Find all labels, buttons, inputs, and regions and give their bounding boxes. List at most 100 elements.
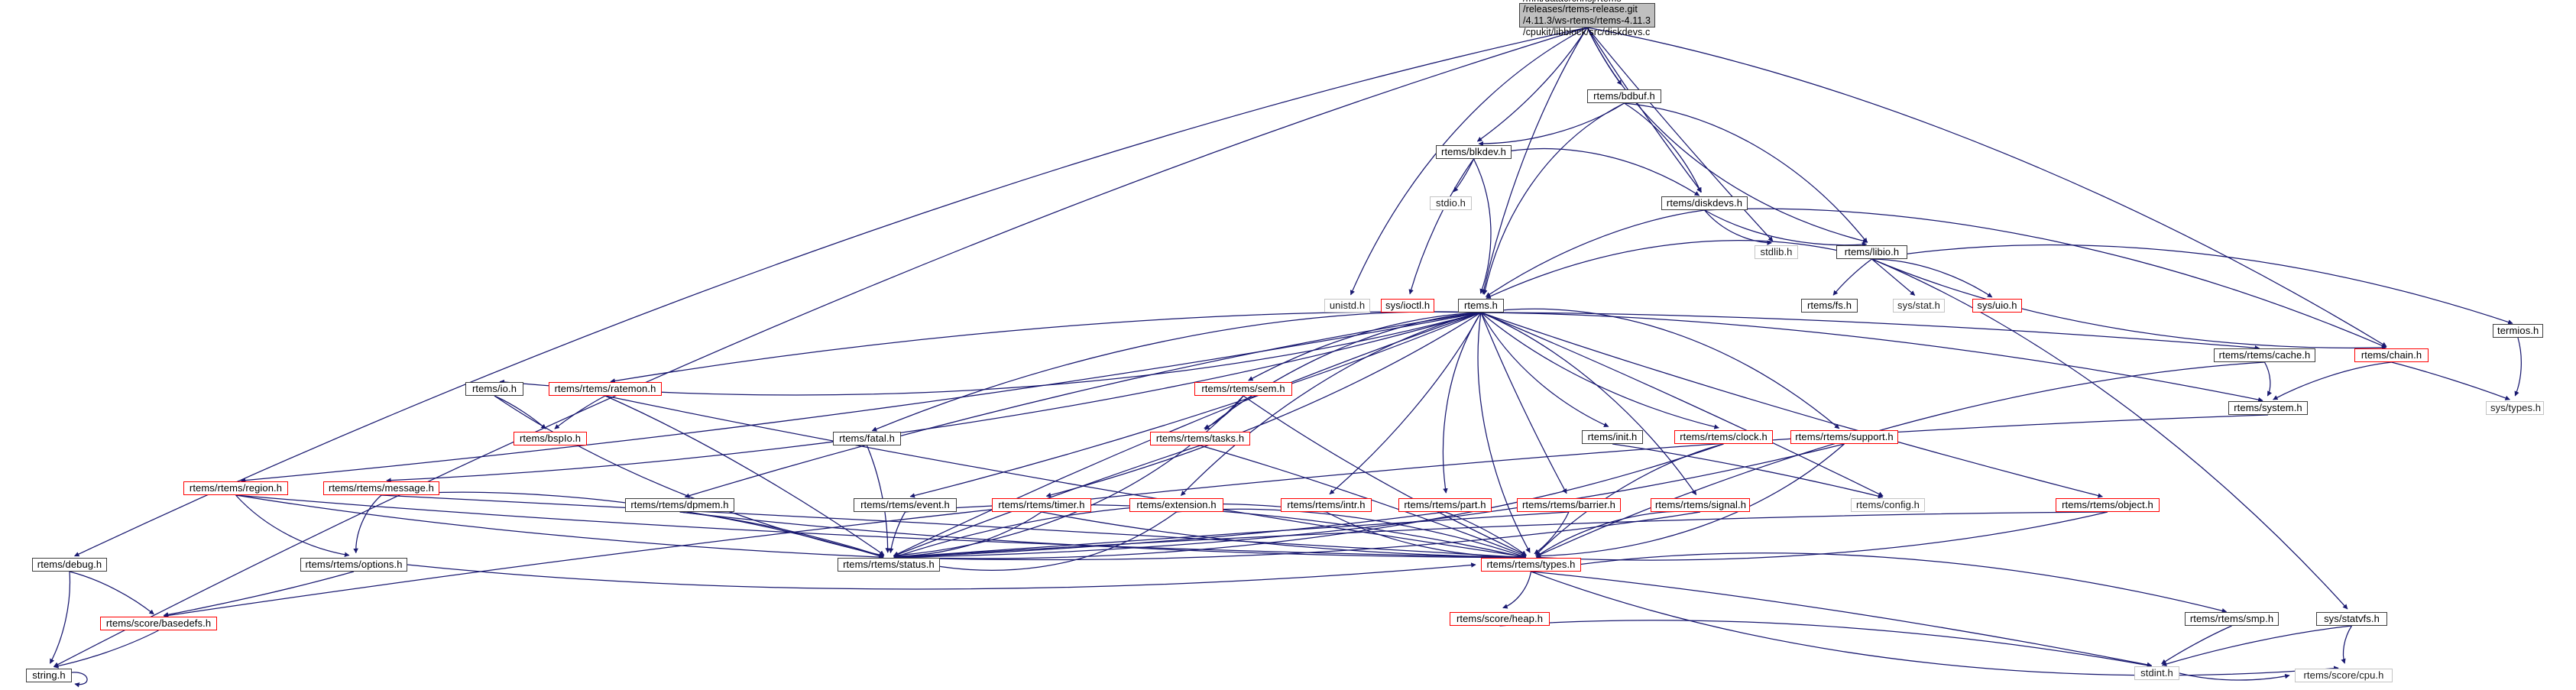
graph-edge	[1473, 158, 1492, 294]
graph-node-stdio[interactable]: stdio.h	[1430, 196, 1472, 210]
graph-node-label: rtems/rtems/object.h	[2062, 499, 2153, 511]
graph-node-region[interactable]: rtems/rtems/region.h	[183, 481, 288, 495]
graph-edge	[1486, 240, 1872, 299]
graph-edge	[1204, 395, 1244, 429]
graph-node-termios[interactable]: termios.h	[2493, 324, 2543, 338]
graph-node-init[interactable]: rtems/init.h	[1582, 430, 1643, 444]
graph-node-intr[interactable]: rtems/rtems/intr.h	[1281, 498, 1372, 512]
graph-edge	[1485, 209, 1705, 297]
graph-edge	[1326, 511, 1527, 559]
graph-node-message[interactable]: rtems/rtems/message.h	[323, 481, 439, 495]
graph-node-io[interactable]: rtems/io.h	[465, 382, 523, 396]
graph-edge	[2273, 361, 2392, 400]
graph-edge	[1481, 27, 1588, 295]
graph-node-rtemsh[interactable]: rtems.h	[1458, 299, 1504, 313]
graph-node-types[interactable]: rtems/rtems/types.h	[1481, 558, 1581, 572]
graph-node-barrier[interactable]: rtems/rtems/barrier.h	[1517, 498, 1621, 512]
graph-node-event[interactable]: rtems/rtems/event.h	[854, 498, 957, 512]
graph-node-clock[interactable]: rtems/rtems/clock.h	[1674, 430, 1773, 444]
graph-node-fatal[interactable]: rtems/fatal.h	[833, 432, 901, 445]
graph-node-label: rtems.h	[1463, 300, 1499, 312]
graph-edge	[1586, 27, 1702, 193]
graph-node-debug[interactable]: rtems/debug.h	[32, 558, 107, 572]
graph-node-label: rtems/rtems/region.h	[189, 482, 283, 494]
graph-node-label: rtems/rtems/part.h	[1404, 499, 1486, 511]
graph-node-basedefs[interactable]: rtems/score/basedefs.h	[100, 617, 217, 630]
graph-node-dpmem[interactable]: rtems/rtems/dpmem.h	[625, 498, 734, 512]
graph-edge	[1832, 258, 1872, 296]
graph-node-sysioctl[interactable]: sys/ioctl.h	[1381, 299, 1434, 313]
graph-node-label: unistd.h	[1329, 300, 1366, 312]
graph-node-options[interactable]: rtems/rtems/options.h	[300, 558, 407, 572]
graph-node-chain[interactable]: rtems/chain.h	[2354, 348, 2429, 362]
graph-node-label: rtems/rtems/event.h	[860, 499, 950, 511]
graph-node-sysstat[interactable]: sys/stat.h	[1893, 299, 1945, 313]
graph-edge	[1480, 312, 1884, 497]
graph-node-label: stdint.h	[2140, 667, 2173, 679]
graph-edge	[1704, 209, 1868, 248]
graph-node-ratemon[interactable]: rtems/rtems/ratemon.h	[549, 382, 662, 396]
graph-node-support[interactable]: rtems/rtems/support.h	[1790, 430, 1898, 444]
graph-node-status[interactable]: rtems/rtems/status.h	[838, 558, 940, 572]
graph-node-label: termios.h	[2497, 325, 2539, 337]
graph-edge	[1871, 258, 1993, 298]
graph-node-label: /mnt/data0/chrisj/rtems /releases/rtems-…	[1523, 0, 1651, 37]
graph-node-label: rtems/rtems/timer.h	[998, 499, 1085, 511]
graph-node-label: rtems/fs.h	[1806, 300, 1852, 312]
graph-edge	[1624, 102, 1702, 193]
graph-node-libio[interactable]: rtems/libio.h	[1836, 245, 1907, 259]
graph-edge	[1499, 620, 2153, 668]
graph-edge	[1478, 102, 1625, 147]
graph-edge	[1181, 312, 1482, 496]
graph-node-string[interactable]: string.h	[26, 669, 72, 682]
graph-node-systemh[interactable]: rtems/system.h	[2228, 401, 2308, 415]
graph-edge	[1453, 158, 1475, 193]
graph-node-label: rtems/config.h	[1855, 499, 1920, 511]
graph-node-label: rtems/libio.h	[1844, 246, 1900, 258]
graph-node-root[interactable]: /mnt/data0/chrisj/rtems /releases/rtems-…	[1519, 0, 1655, 37]
graph-node-heap[interactable]: rtems/score/heap.h	[1450, 612, 1550, 626]
graph-edge	[1041, 511, 1527, 560]
graph-node-label: rtems/rtems/sem.h	[1201, 383, 1285, 395]
graph-edge	[1329, 312, 1482, 495]
graph-node-label: rtems/rtems/options.h	[305, 559, 403, 571]
graph-edge	[554, 395, 606, 429]
graph-edge	[1477, 312, 1531, 553]
graph-node-sysuio[interactable]: sys/uio.h	[1972, 299, 2022, 313]
graph-node-smp[interactable]: rtems/rtems/smp.h	[2185, 612, 2279, 626]
graph-node-label: rtems/rtems/status.h	[843, 559, 935, 571]
graph-node-object[interactable]: rtems/rtems/object.h	[2056, 498, 2160, 512]
graph-node-label: rtems/rtems/cache.h	[2218, 349, 2311, 361]
graph-node-config[interactable]: rtems/config.h	[1851, 498, 1925, 512]
graph-edge	[407, 562, 1476, 590]
graph-node-sem[interactable]: rtems/rtems/sem.h	[1194, 382, 1292, 396]
graph-node-timer[interactable]: rtems/rtems/timer.h	[992, 498, 1091, 512]
graph-node-systypes[interactable]: sys/types.h	[2486, 401, 2544, 415]
graph-node-extension[interactable]: rtems/extension.h	[1129, 498, 1223, 512]
graph-edge	[1350, 27, 1588, 296]
graph-node-statvfs[interactable]: sys/statvfs.h	[2316, 612, 2387, 626]
graph-node-bdbuf[interactable]: rtems/bdbuf.h	[1587, 89, 1661, 103]
graph-node-stdlib[interactable]: stdlib.h	[1755, 245, 1798, 259]
graph-edge	[1243, 395, 1527, 556]
graph-node-stdint[interactable]: stdint.h	[2134, 666, 2179, 680]
graph-edge	[893, 511, 1701, 561]
graph-node-label: rtems/rtems/message.h	[329, 482, 434, 494]
graph-node-part[interactable]: rtems/rtems/part.h	[1398, 498, 1492, 512]
graph-node-cpuh[interactable]: rtems/score/cpu.h	[2295, 669, 2393, 682]
graph-node-tasks[interactable]: rtems/rtems/tasks.h	[1150, 432, 1250, 445]
graph-edge	[893, 395, 1244, 558]
graph-node-cache[interactable]: rtems/rtems/cache.h	[2214, 348, 2315, 362]
graph-node-label: rtems/bspIo.h	[519, 432, 582, 445]
graph-node-label: sys/statvfs.h	[2324, 613, 2380, 625]
graph-node-diskdevs[interactable]: rtems/diskdevs.h	[1661, 196, 1748, 210]
graph-node-fs[interactable]: rtems/fs.h	[1801, 299, 1858, 313]
graph-node-label: rtems/fatal.h	[839, 432, 895, 445]
graph-node-unistd[interactable]: unistd.h	[1324, 299, 1370, 313]
graph-node-bspio[interactable]: rtems/bspIo.h	[514, 432, 587, 445]
graph-node-label: stdlib.h	[1760, 246, 1793, 258]
graph-node-blkdev[interactable]: rtems/blkdev.h	[1436, 145, 1512, 159]
graph-node-signal[interactable]: rtems/rtems/signal.h	[1651, 498, 1750, 512]
